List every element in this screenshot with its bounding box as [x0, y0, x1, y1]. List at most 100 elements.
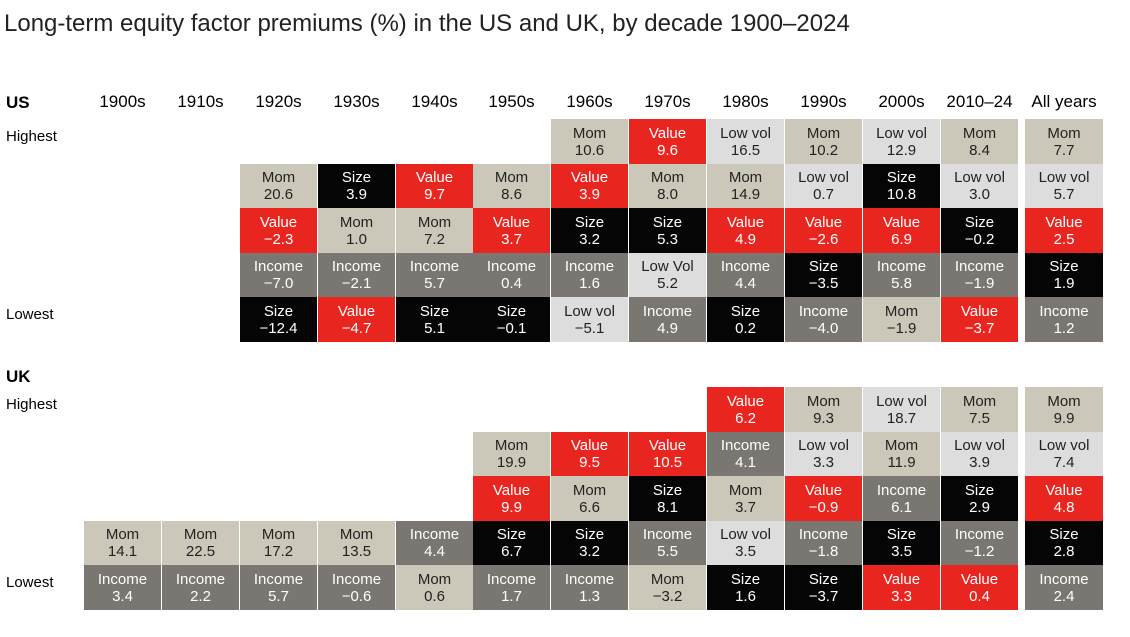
factor-value: 4.9: [735, 230, 756, 248]
factor-cell: Size 3.5: [863, 520, 940, 566]
factor-cell: Mom 11.9: [863, 431, 940, 477]
factor-name: Low vol: [564, 302, 615, 320]
factor-cell: Mom 22.5: [162, 520, 239, 566]
factor-value: 3.5: [735, 543, 756, 561]
factor-value: −3.5: [808, 275, 839, 293]
factor-cell: Size −3.5: [785, 252, 862, 298]
factor-name: Size: [652, 481, 683, 499]
factor-value: 4.4: [424, 543, 445, 561]
factor-cell: Size −12.4: [240, 297, 317, 343]
factor-cell: Value −0.9: [785, 476, 862, 522]
factor-name: Low vol: [954, 169, 1005, 187]
factor-cell: Mom 7.7: [1025, 119, 1103, 165]
factor-value: −1.2: [964, 543, 995, 561]
factor-value: 7.5: [969, 409, 990, 427]
factor-cell: Mom 1.0: [318, 208, 395, 254]
factor-name: Size: [341, 169, 372, 187]
factor-name: Value: [960, 570, 999, 588]
factor-value: 4.4: [735, 275, 756, 293]
factor-name: Income: [798, 302, 849, 320]
factor-name: Income: [331, 570, 382, 588]
factor-name: Mom: [884, 302, 919, 320]
factor-name: Low vol: [1038, 169, 1090, 187]
factor-cell: Income −2.1: [318, 252, 395, 298]
rank-label-lowest: Lowest: [6, 574, 54, 591]
factor-value: 6.9: [891, 230, 912, 248]
factor-cell: Mom 6.6: [551, 476, 628, 522]
factor-value: −3.7: [964, 319, 995, 337]
factor-cell: Value 9.9: [473, 476, 550, 522]
factor-value: 9.3: [813, 409, 834, 427]
factor-name: Low vol: [798, 169, 849, 187]
factor-cell: Low vol 7.4: [1025, 431, 1103, 477]
factor-name: Low vol: [954, 437, 1005, 455]
factor-cell: Mom 8.4: [941, 119, 1018, 165]
factor-cell: Size 2.8: [1025, 520, 1103, 566]
rank-label-lowest: Lowest: [6, 306, 54, 323]
factor-value: 6.7: [501, 543, 522, 561]
factor-name: Value: [1045, 481, 1083, 499]
factor-value: −1.9: [886, 319, 917, 337]
factor-value: −3.7: [808, 587, 839, 605]
decade-label: 1950s: [488, 92, 535, 111]
factor-value: 9.9: [501, 498, 522, 516]
factor-name: Value: [882, 570, 921, 588]
factor-cell: Mom −1.9: [863, 297, 940, 343]
factor-value: 5.7: [1053, 186, 1075, 204]
factor-name: Value: [1045, 213, 1083, 231]
factor-cell: Income 5.7: [396, 252, 473, 298]
factor-name: Size: [574, 213, 605, 231]
factor-name: Value: [648, 124, 687, 142]
decade-label: 2010–24: [946, 92, 1013, 111]
decade-label: All years: [1031, 92, 1097, 111]
factor-value: 8.6: [501, 186, 522, 204]
factor-value: 3.3: [891, 587, 912, 605]
factor-cell: Value −2.3: [240, 208, 317, 254]
factor-name: Size: [730, 302, 761, 320]
factor-value: 1.6: [735, 587, 756, 605]
factor-value: −1.8: [808, 543, 839, 561]
factor-value: −2.3: [263, 230, 294, 248]
factor-cell: Mom 9.9: [1025, 387, 1103, 433]
factor-name: Mom: [183, 526, 218, 544]
factor-cell: Value −3.7: [941, 297, 1018, 343]
factor-name: Mom: [650, 570, 685, 588]
factor-cell: Size 3.2: [551, 208, 628, 254]
factor-name: Income: [642, 526, 693, 544]
factor-value: 2.8: [1053, 543, 1075, 561]
factor-value: 5.3: [657, 230, 678, 248]
factor-name: Mom: [261, 169, 296, 187]
factor-value: 0.6: [424, 587, 445, 605]
factor-cell: Value 9.6: [629, 119, 706, 165]
factor-value: 14.1: [107, 543, 138, 561]
factor-value: 4.9: [657, 319, 678, 337]
factor-cell: Size −0.2: [941, 208, 1018, 254]
factor-name: Value: [804, 213, 843, 231]
factor-value: −7.0: [263, 275, 294, 293]
factor-value: 9.7: [424, 186, 445, 204]
factor-cell: Mom 8.6: [473, 163, 550, 209]
factor-value: 1.3: [579, 587, 600, 605]
factor-cell: Income −4.0: [785, 297, 862, 343]
factor-cell: Income 3.4: [84, 565, 161, 611]
factor-name: Value: [648, 437, 687, 455]
factor-value: 5.8: [891, 275, 912, 293]
factor-value: −0.1: [496, 319, 527, 337]
factor-name: Income: [409, 258, 460, 276]
decade-label: 1990s: [800, 92, 847, 111]
factor-name: Mom: [1047, 392, 1081, 410]
factor-name: Value: [726, 392, 765, 410]
factor-name: Mom: [1047, 124, 1081, 142]
factor-value: 3.9: [969, 454, 990, 472]
factor-value: −5.1: [574, 319, 605, 337]
factor-name: Size: [886, 169, 917, 187]
factor-cell: Size 8.1: [629, 476, 706, 522]
factor-value: 7.2: [424, 230, 445, 248]
factor-cell: Income −1.9: [941, 252, 1018, 298]
factor-cell: Size −3.7: [785, 565, 862, 611]
factor-cell: Size 5.3: [629, 208, 706, 254]
factor-name: Low vol: [720, 124, 771, 142]
factor-value: 8.1: [657, 498, 678, 516]
factor-value: 5.7: [424, 275, 445, 293]
factor-name: Value: [726, 213, 765, 231]
